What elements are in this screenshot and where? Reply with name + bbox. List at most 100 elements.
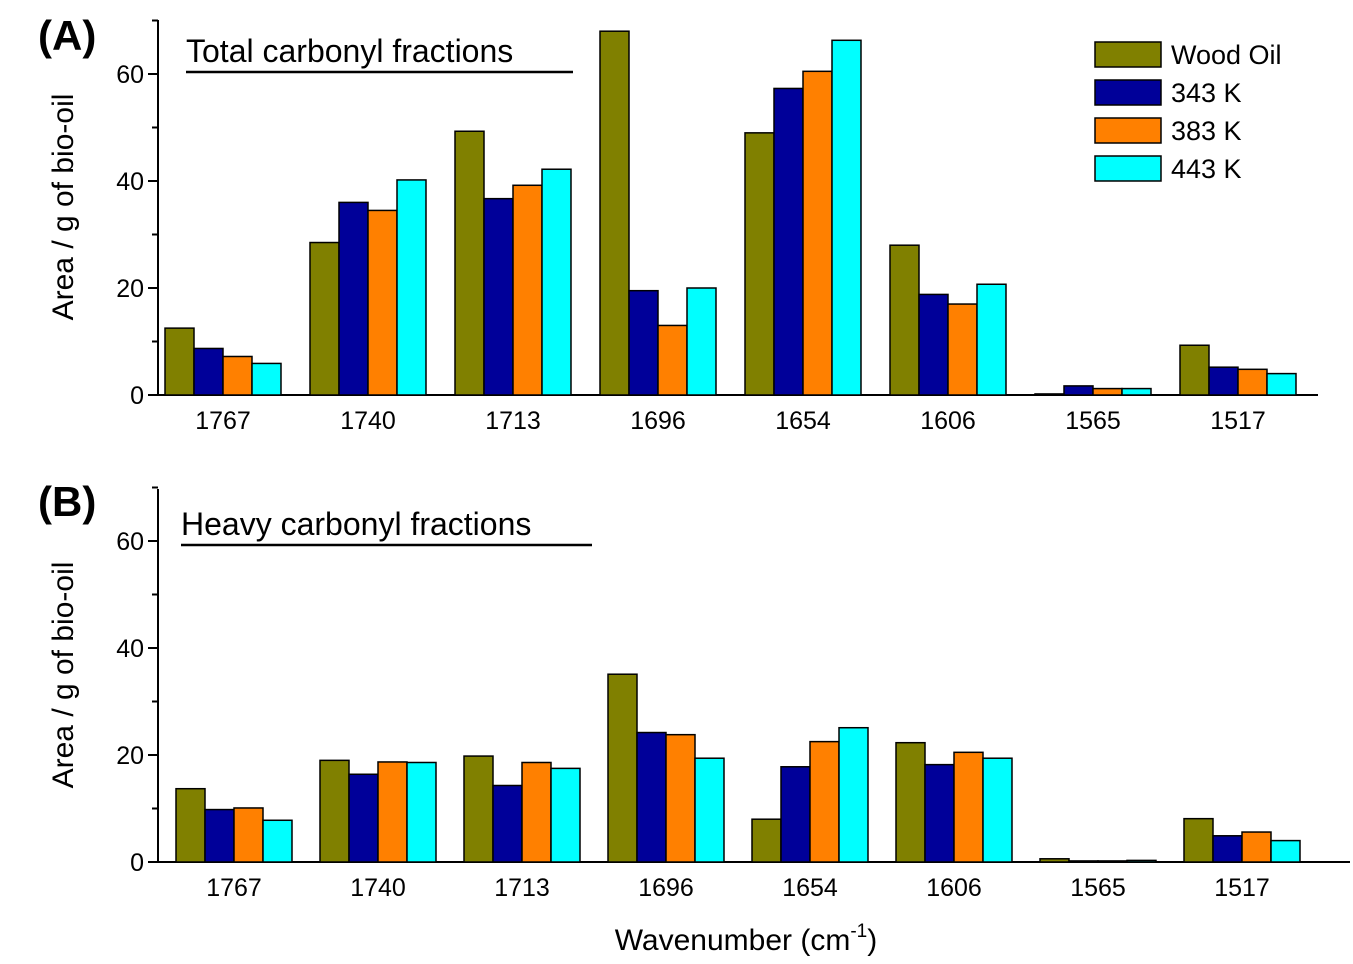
panel-a-y-tick-label: 60 <box>116 61 144 89</box>
x-axis-title: Wavenumber (cm-1) <box>615 921 878 957</box>
panel-b-bar-1767-343-k <box>204 808 235 863</box>
panel-a-x-tick-label-1517: 1517 <box>1210 407 1266 435</box>
panel-a-bar-1713-443-k <box>541 168 572 396</box>
panel-a-bar-1606-443-k <box>976 283 1007 396</box>
panel-b-bar-1767-383-k <box>233 807 264 863</box>
panel-b-bar-1565-wood-oil <box>1039 858 1070 863</box>
panel-a-bar-1740-343-k <box>338 201 369 396</box>
panel-b-bar-1740-wood-oil <box>319 759 350 863</box>
panel-b-bar-1654-wood-oil <box>751 818 782 863</box>
panel-b-bar-1713-443-k <box>550 767 581 863</box>
panel-b-bar-1713-wood-oil <box>463 755 494 863</box>
panel-b-y-tick-label: 20 <box>116 742 144 770</box>
panel-b-bar-1713-343-k <box>492 784 523 863</box>
panel-b-x-tick-label-1767: 1767 <box>206 874 262 902</box>
panel-b-x-tick-label-1696: 1696 <box>638 874 694 902</box>
x-axis-title-superscript: -1 <box>850 921 867 942</box>
panel-b-title: Heavy carbonyl fractions <box>181 506 531 542</box>
panel-a-bar-1606-383-k <box>947 303 978 396</box>
legend-label-wood-oil: Wood Oil <box>1171 40 1282 70</box>
panel-a-y-tick-label: 0 <box>130 382 144 410</box>
panel-a-bar-1517-383-k <box>1237 368 1268 396</box>
panel-a-ylabel: Area / g of bio-oil <box>47 94 80 321</box>
panel-a-bar-1696-383-k <box>657 324 688 396</box>
panel-a-x-tick-label-1565: 1565 <box>1065 407 1121 435</box>
panel-a-bar-1696-343-k <box>628 289 659 396</box>
panel-b-ylabel: Area / g of bio-oil <box>47 562 80 789</box>
panel-a-bar-1565-wood-oil <box>1034 393 1065 396</box>
panel-b-bar-1654-383-k <box>809 740 840 863</box>
legend-swatch-443-k <box>1094 155 1162 182</box>
panel-b-bar-1654-443-k <box>838 726 869 863</box>
panel-b-y-tick-label: 40 <box>116 635 144 663</box>
panel-a-label: (A) <box>38 12 96 59</box>
panel-a-y-tick-label: 20 <box>116 275 144 303</box>
panel-a-bar-1740-443-k <box>396 179 427 396</box>
panel-b-x-tick-label-1565: 1565 <box>1070 874 1126 902</box>
panel-a-bar-1767-wood-oil <box>164 327 195 396</box>
panel-b-bar-1740-383-k <box>377 761 408 863</box>
legend-swatch-383-k <box>1094 117 1162 144</box>
panel-a-title: Total carbonyl fractions <box>186 33 513 69</box>
panel-b-x-tick-label-1606: 1606 <box>926 874 982 902</box>
panel-b-bar-1713-383-k <box>521 761 552 863</box>
panel-a-bar-1767-443-k <box>251 362 282 396</box>
panel-b-x-tick-label-1517: 1517 <box>1214 874 1270 902</box>
panel-b-bar-1696-wood-oil <box>607 673 638 863</box>
legend-swatch-wood-oil <box>1094 41 1162 68</box>
legend-label-383-k: 383 K <box>1171 116 1242 146</box>
panel-b-bar-1654-343-k <box>780 766 811 863</box>
panel-a-x-tick-label-1696: 1696 <box>630 407 686 435</box>
panel-b-bar-1606-wood-oil <box>895 741 926 863</box>
panel-a-bar-1713-343-k <box>483 197 514 396</box>
panel-b-bar-1565-383-k <box>1097 860 1128 863</box>
panel-b-bar-1517-383-k <box>1241 831 1272 863</box>
panel-b-bar-1606-443-k <box>982 757 1013 863</box>
panel-a-bar-1565-383-k <box>1092 387 1123 396</box>
panel-a-y-tick-label: 40 <box>116 168 144 196</box>
panel-b-x-tick-label-1713: 1713 <box>494 874 550 902</box>
panel-a-bar-1565-343-k <box>1063 385 1094 396</box>
panel-b-bar-1696-343-k <box>636 731 667 863</box>
panel-a-bar-1517-443-k <box>1266 372 1297 396</box>
panel-b-bar-1517-443-k <box>1270 839 1301 863</box>
panel-a-bar-1696-wood-oil <box>599 30 630 396</box>
panel-b-x-tick-label-1654: 1654 <box>782 874 838 902</box>
legend-label-343-k: 343 K <box>1171 78 1242 108</box>
panel-a-bar-1740-wood-oil <box>309 241 340 396</box>
panel-a-bar-1696-443-k <box>686 287 717 396</box>
panel-a-x-tick-label-1740: 1740 <box>340 407 396 435</box>
panel-b-bar-1740-343-k <box>348 773 379 863</box>
panel-a-bar-1606-wood-oil <box>889 244 920 396</box>
panel-a-bar-1767-383-k <box>222 355 253 396</box>
panel-b-bar-1740-443-k <box>406 761 437 863</box>
panel-b-bar-1767-443-k <box>262 819 293 863</box>
panel-b-bar-1696-383-k <box>665 733 696 863</box>
panel-a-x-tick-label-1606: 1606 <box>920 407 976 435</box>
panel-a-bar-1713-383-k <box>512 184 543 396</box>
panel-b-bar-1696-443-k <box>694 757 725 863</box>
panel-a-bar-1767-343-k <box>193 347 224 396</box>
panel-b-bar-1517-343-k <box>1212 835 1243 863</box>
legend-label-443-k: 443 K <box>1171 154 1242 184</box>
panel-a-bar-1713-wood-oil <box>454 130 485 396</box>
panel-b-chart: (B) Heavy carbonyl fractions Area / g of… <box>38 478 1350 902</box>
panel-a-chart: (A) Total carbonyl fractions Area / g of… <box>38 12 1318 435</box>
legend: Wood Oil 343 K 383 K 443 K <box>1094 40 1282 184</box>
panel-b-bar-1767-wood-oil <box>175 787 206 863</box>
legend-swatch-343-k <box>1094 79 1162 106</box>
panel-a-bar-1606-343-k <box>918 293 949 396</box>
panel-b-y-tick-label: 0 <box>130 849 144 877</box>
panel-b-bar-1606-383-k <box>953 751 984 863</box>
panel-a-bar-1517-343-k <box>1208 366 1239 396</box>
panel-b-bar-1565-343-k <box>1068 860 1099 863</box>
panel-a-bar-1740-383-k <box>367 209 398 396</box>
panel-a-bar-1517-wood-oil <box>1179 344 1210 396</box>
panel-a-bar-1654-343-k <box>773 87 804 396</box>
panel-b-bar-1606-343-k <box>924 763 955 863</box>
panel-a-bar-1654-wood-oil <box>744 132 775 396</box>
panel-b-x-tick-label-1740: 1740 <box>350 874 406 902</box>
x-axis-title-close: ) <box>867 924 877 957</box>
panel-b-bar-1517-wood-oil <box>1183 817 1214 863</box>
